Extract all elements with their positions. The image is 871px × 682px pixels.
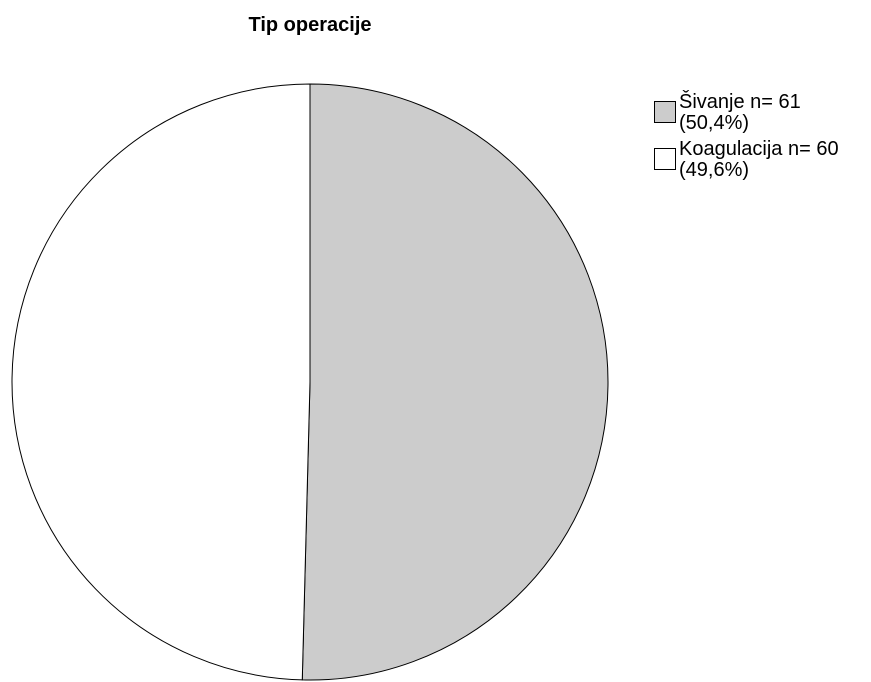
legend-label-koagulacija: Koagulacija n= 60 [679, 138, 839, 160]
legend-swatch-sivanje [654, 101, 676, 123]
legend-swatch-koagulacija [654, 148, 676, 170]
legend-item-koagulacija: Koagulacija n= 60 (49,6%) [654, 139, 839, 181]
legend-percent-koagulacija: (49,6%) [679, 159, 750, 181]
legend-percent-sivanje: (50,4%) [679, 112, 750, 134]
pie-slice-koagulacija [11, 83, 311, 681]
legend-label-sivanje: Šivanje n= 61 [679, 91, 801, 113]
legend: Šivanje n= 61 (50,4%) Koagulacija n= 60 … [654, 92, 839, 186]
legend-item-sivanje: Šivanje n= 61 (50,4%) [654, 92, 839, 134]
pie-slice-sivanje [301, 83, 609, 681]
chart-title: Tip operacije [248, 14, 372, 36]
